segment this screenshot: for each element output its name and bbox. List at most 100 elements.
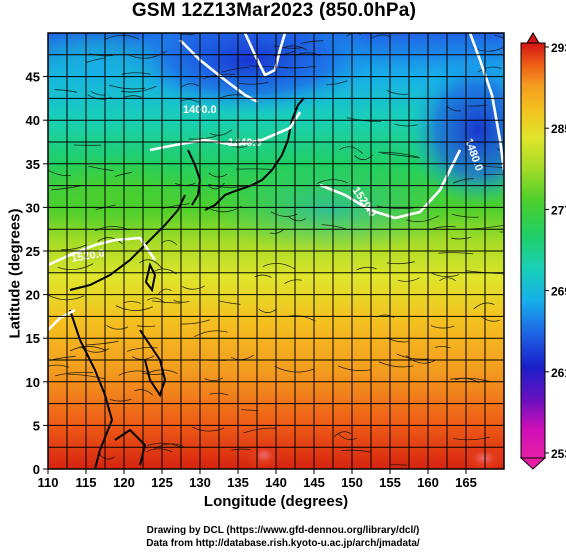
- streamline: [239, 82, 269, 85]
- colorbar-tick-label: 285: [551, 122, 566, 136]
- streamline: [181, 83, 199, 88]
- streamline: [378, 151, 419, 158]
- y-tick-label: 30: [26, 200, 40, 215]
- streamline: [208, 172, 228, 178]
- contour-east-edge: [468, 33, 504, 171]
- streamline: [236, 168, 272, 170]
- streamline: [386, 261, 415, 265]
- china-coast: [69, 194, 186, 291]
- streamline: [89, 53, 114, 57]
- streamline: [220, 94, 244, 99]
- streamline: [452, 178, 474, 184]
- streamline: [51, 185, 81, 191]
- streamline: [180, 319, 210, 325]
- credit-line-1: Drawing by DCL (https://www.gfd-dennou.o…: [146, 525, 420, 536]
- streamline: [473, 302, 495, 310]
- x-tick-label: 155: [379, 475, 401, 490]
- streamline: [386, 337, 409, 343]
- x-tick-label: 130: [189, 475, 211, 490]
- streamline: [243, 427, 276, 434]
- x-axis-label: Longitude (degrees): [203, 493, 349, 510]
- streamline: [97, 237, 123, 245]
- cold-core-northeast: [408, 55, 504, 205]
- streamline: [480, 165, 504, 168]
- colorbar-tick-label: 261: [551, 366, 566, 380]
- streamline: [446, 105, 461, 112]
- credit-line-2: Data from http://database.rish.kyoto-u.a…: [146, 538, 420, 549]
- streamline: [115, 305, 153, 311]
- streamline: [146, 448, 173, 453]
- streamline: [284, 279, 302, 284]
- streamline: [139, 259, 162, 268]
- streamline: [430, 325, 455, 329]
- streamline: [334, 431, 352, 437]
- contour-1520-east: [319, 149, 462, 220]
- streamline: [57, 263, 94, 270]
- streamline: [61, 244, 87, 251]
- x-tick-label: 165: [455, 475, 477, 490]
- green-band: [48, 155, 200, 235]
- streamline: [300, 40, 324, 44]
- streamline: [262, 263, 295, 270]
- taiwan-coast: [144, 262, 157, 293]
- streamline: [434, 346, 451, 349]
- y-tick-label: 15: [26, 331, 40, 346]
- streamline: [341, 449, 372, 453]
- streamline: [210, 129, 233, 136]
- contour-label-1520-west: 1520.0: [70, 247, 105, 265]
- streamline: [86, 340, 119, 346]
- streamline: [258, 308, 277, 313]
- streamline: [370, 34, 392, 40]
- streamline: [221, 67, 249, 73]
- streamline: [248, 65, 289, 68]
- streamline: [386, 90, 408, 95]
- streamline: [483, 173, 504, 176]
- streamline: [274, 366, 314, 373]
- streamline: [85, 57, 105, 64]
- streamline: [337, 365, 372, 372]
- philippines-coast: [139, 329, 167, 398]
- y-tick-label: 0: [33, 462, 40, 477]
- streamlines: [48, 33, 504, 466]
- streamline: [147, 297, 166, 304]
- streamline: [123, 301, 142, 304]
- streamline: [494, 34, 504, 39]
- colorbar-tick-label: 269: [551, 285, 566, 299]
- streamline: [321, 224, 346, 230]
- y-tick-label: 5: [33, 418, 40, 433]
- streamline: [317, 179, 348, 184]
- streamline: [378, 361, 414, 368]
- streamline: [69, 346, 107, 352]
- streamline: [337, 433, 357, 441]
- streamline: [48, 294, 84, 301]
- streamline: [451, 213, 479, 218]
- streamline: [147, 442, 182, 448]
- streamline: [381, 152, 420, 159]
- streamline: [106, 324, 129, 330]
- y-tick-label: 25: [26, 244, 40, 259]
- y-tick-label: 35: [26, 157, 40, 172]
- colorbar: 293 285 277 269 261 253: [519, 32, 566, 470]
- streamline: [137, 325, 156, 327]
- colorbar-tick-label: 293: [551, 41, 566, 55]
- x-tick-label: 160: [417, 475, 439, 490]
- streamline: [326, 80, 348, 86]
- warm-spot-2: [462, 444, 504, 469]
- y-tick-label: 45: [26, 70, 40, 85]
- x-tick-label: 110: [38, 475, 59, 490]
- streamline: [453, 436, 490, 441]
- lat-lon-grid: [48, 33, 504, 469]
- streamline: [54, 89, 78, 93]
- streamline: [356, 266, 377, 271]
- streamline: [181, 285, 206, 290]
- x-tick-label: 125: [151, 475, 173, 490]
- streamline: [431, 272, 460, 278]
- streamline: [128, 50, 168, 59]
- colorbar-tick-label: 253: [551, 447, 566, 461]
- streamline: [141, 372, 163, 375]
- x-tick-label: 135: [227, 475, 249, 490]
- cool-region-center: [210, 165, 450, 255]
- y-axis: 0 5 10 15 20 25 30 35 40 45: [26, 70, 48, 477]
